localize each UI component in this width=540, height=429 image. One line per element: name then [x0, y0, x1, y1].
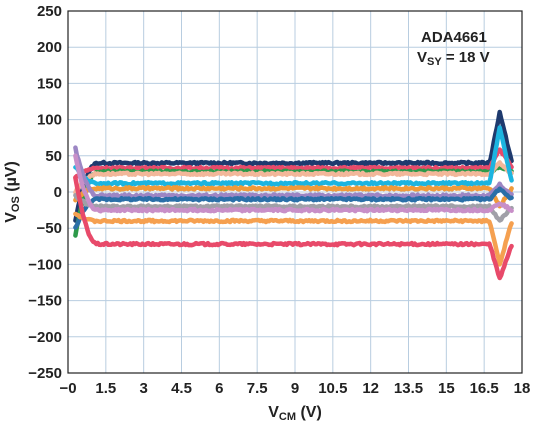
x-tick-label: 12 [362, 380, 379, 397]
series-group [73, 109, 514, 281]
series-line [73, 153, 514, 214]
series-line [73, 185, 514, 209]
series-line [73, 145, 514, 199]
series-line [73, 211, 514, 267]
x-tick-label: 1.5 [95, 380, 116, 397]
x-tick-label: 16.5 [470, 380, 499, 397]
x-axis-label: VCM (V) [268, 404, 322, 423]
grid [68, 11, 522, 373]
annotation-supply-voltage: VSY = 18 V [417, 49, 490, 68]
series-line [73, 109, 514, 223]
x-tick-label: 6 [215, 380, 223, 397]
y-tick-label: 150 [37, 75, 62, 92]
x-tick-label: 18 [514, 380, 531, 397]
series-line [73, 147, 514, 180]
y-tick-label: 250 [37, 3, 62, 20]
x-tick-label: −0 [59, 380, 76, 397]
x-tick-label: 3 [139, 380, 147, 397]
annotation-part-number: ADA4661 [421, 29, 487, 46]
y-tick-label: −150 [28, 293, 62, 310]
y-axis-label: VOS (µV) [3, 161, 22, 223]
series-line [73, 175, 514, 281]
x-tick-labels: −0 1.5 3 4.5 6 7.5 9 10.5 12 13.5 15 16.5 18 [59, 380, 530, 397]
x-tick-label: 13.5 [394, 380, 423, 397]
x-tick-label: 4.5 [171, 380, 192, 397]
y-tick-label: 50 [45, 148, 62, 165]
y-tick-label: −50 [37, 220, 62, 237]
series-line [73, 125, 514, 187]
y-tick-label: −200 [28, 329, 62, 346]
x-tick-label: 7.5 [247, 380, 268, 397]
y-tick-label: 0 [54, 184, 62, 201]
plot-frame [67, 10, 523, 374]
y-tick-label: −250 [28, 365, 62, 382]
series-line [73, 186, 514, 230]
series-line [73, 160, 514, 195]
y-tick-label: 100 [37, 112, 62, 129]
x-tick-label: 9 [291, 380, 299, 397]
y-tick-label: −100 [28, 256, 62, 273]
series-line [73, 193, 514, 223]
x-tick-label: 10.5 [318, 380, 347, 397]
x-tick-label: 15 [438, 380, 455, 397]
y-tick-label: 200 [37, 39, 62, 56]
y-tick-labels: 250 200 150 100 50 0 −50 −100 −150 −200 −250 [28, 3, 62, 382]
